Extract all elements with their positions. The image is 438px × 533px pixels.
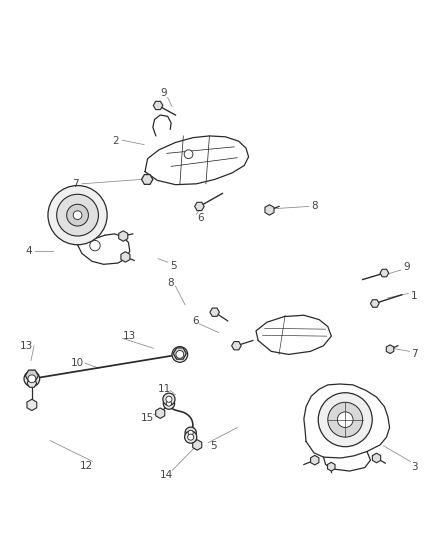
Polygon shape (386, 345, 394, 353)
Polygon shape (328, 462, 335, 471)
Polygon shape (27, 379, 37, 387)
Polygon shape (232, 342, 241, 350)
Circle shape (188, 430, 193, 435)
Text: 4: 4 (25, 246, 32, 256)
Polygon shape (371, 300, 379, 307)
Text: 3: 3 (412, 462, 418, 472)
Text: 6: 6 (192, 316, 198, 326)
Text: 15: 15 (141, 413, 154, 423)
Polygon shape (156, 408, 165, 418)
Circle shape (73, 211, 82, 220)
Text: 9: 9 (404, 262, 410, 272)
Circle shape (185, 431, 197, 443)
Text: 11: 11 (158, 384, 171, 394)
Circle shape (48, 185, 107, 245)
Circle shape (184, 150, 193, 158)
Polygon shape (311, 455, 319, 465)
Polygon shape (119, 231, 128, 241)
Circle shape (163, 393, 175, 405)
Text: 2: 2 (112, 136, 119, 146)
Text: 14: 14 (160, 470, 173, 480)
Polygon shape (193, 440, 202, 450)
Polygon shape (27, 399, 37, 410)
Circle shape (187, 434, 194, 440)
Text: 7: 7 (72, 179, 79, 189)
Circle shape (185, 427, 196, 439)
Text: 6: 6 (198, 213, 204, 223)
Polygon shape (173, 348, 186, 359)
Text: 5: 5 (211, 441, 217, 451)
Text: 8: 8 (167, 278, 173, 288)
Circle shape (328, 402, 363, 437)
Polygon shape (194, 203, 204, 211)
Polygon shape (265, 205, 274, 215)
Polygon shape (380, 269, 389, 277)
Circle shape (166, 396, 172, 402)
Polygon shape (121, 252, 130, 262)
Circle shape (28, 375, 36, 383)
Circle shape (163, 398, 175, 409)
Text: 13: 13 (20, 341, 33, 351)
Polygon shape (141, 174, 153, 184)
Circle shape (166, 401, 172, 406)
Circle shape (57, 194, 99, 236)
Polygon shape (372, 453, 381, 463)
Circle shape (176, 351, 184, 358)
Polygon shape (25, 370, 39, 382)
Circle shape (90, 240, 100, 251)
Circle shape (24, 371, 40, 386)
Circle shape (318, 393, 372, 447)
Polygon shape (153, 101, 163, 110)
Text: 7: 7 (411, 350, 417, 359)
Circle shape (67, 204, 88, 226)
Circle shape (172, 346, 187, 362)
Text: 9: 9 (160, 88, 166, 98)
Text: 5: 5 (170, 261, 177, 271)
Circle shape (337, 412, 353, 427)
Text: 8: 8 (311, 200, 318, 211)
Text: 12: 12 (80, 461, 93, 471)
Text: 13: 13 (123, 331, 136, 341)
Text: 10: 10 (71, 358, 84, 368)
Text: 1: 1 (411, 291, 417, 301)
Polygon shape (210, 308, 219, 317)
